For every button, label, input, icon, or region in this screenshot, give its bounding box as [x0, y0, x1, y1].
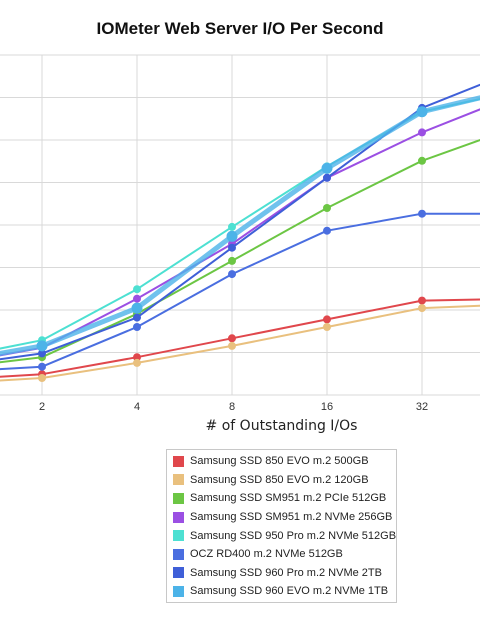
data-point: [133, 358, 141, 367]
data-point: [133, 313, 141, 322]
x-tick-label: 8: [229, 401, 235, 413]
x-tick-label: 16: [321, 401, 333, 413]
x-tick-label: 4: [134, 401, 140, 413]
data-point: [226, 230, 238, 242]
legend-label: Samsung SSD 850 EVO m.2 120GB: [190, 473, 369, 486]
legend-swatch: [173, 455, 184, 467]
data-point: [228, 341, 236, 350]
data-point: [418, 304, 426, 313]
data-point: [38, 374, 46, 382]
series-1: [0, 304, 480, 382]
legend-item: Samsung SSD 950 Pro m.2 NVMe 512GB: [167, 526, 396, 545]
legend-swatch: [173, 548, 184, 560]
x-tick-labels: 2 4 8 16 32: [39, 401, 428, 413]
data-point: [228, 256, 236, 265]
data-point: [418, 209, 426, 218]
legend-swatch: [173, 511, 184, 523]
data-point: [133, 285, 141, 294]
series-0: [0, 296, 480, 379]
data-point: [321, 162, 333, 174]
legend-swatch: [173, 567, 184, 579]
legend-label: OCZ RD400 m.2 NVMe 512GB: [190, 548, 343, 561]
legend-item: Samsung SSD 960 Pro m.2 NVMe 2TB: [167, 564, 396, 583]
legend-swatch: [173, 474, 184, 486]
x-tick-label: 32: [416, 401, 428, 413]
series-line: [0, 95, 480, 356]
legend-label: Samsung SSD 850 EVO m.2 500GB: [190, 455, 369, 468]
legend-item: Samsung SSD 850 EVO m.2 120GB: [167, 471, 396, 490]
legend-label: Samsung SSD SM951 m.2 NVMe 256GB: [190, 511, 393, 524]
data-point: [131, 302, 143, 314]
data-point: [133, 353, 141, 362]
legend-item: Samsung SSD SM951 m.2 NVMe 256GB: [167, 508, 396, 527]
series-6: [0, 83, 480, 361]
data-point: [418, 296, 426, 305]
legend-swatch: [173, 585, 184, 597]
x-axis-label: # of Outstanding I/Os: [205, 418, 358, 434]
data-point: [228, 222, 236, 231]
data-point: [228, 270, 236, 279]
data-point: [416, 106, 428, 118]
data-point: [323, 173, 331, 182]
legend-swatch: [173, 492, 184, 504]
data-point: [418, 128, 426, 137]
legend-item: Samsung SSD SM951 m.2 PCIe 512GB: [167, 489, 396, 508]
series-group: [0, 83, 480, 382]
legend-item: OCZ RD400 m.2 NVMe 512GB: [167, 545, 396, 564]
chart-title: IOMeter Web Server I/O Per Second: [96, 19, 384, 38]
x-tick-label: 2: [39, 401, 45, 413]
data-point: [38, 349, 46, 358]
data-point: [323, 204, 331, 212]
legend-label: Samsung SSD SM951 m.2 PCIe 512GB: [190, 492, 387, 505]
legend: Samsung SSD 850 EVO m.2 500GB Samsung SSD…: [166, 449, 397, 603]
data-point: [323, 315, 331, 324]
legend-label: Samsung SSD 960 Pro m.2 NVMe 2TB: [190, 566, 382, 579]
data-point: [228, 243, 236, 252]
legend-label: Samsung SSD 950 Pro m.2 NVMe 512GB: [190, 529, 397, 542]
data-point: [323, 323, 331, 331]
legend-label: Samsung SSD 960 EVO m.2 NVMe 1TB: [190, 585, 389, 598]
data-point: [323, 226, 331, 235]
data-point: [418, 156, 426, 165]
grid: [0, 54, 480, 396]
data-point: [133, 294, 141, 303]
data-point: [133, 323, 141, 331]
series-line: [0, 83, 480, 361]
series-5: [0, 209, 480, 371]
data-point: [228, 334, 236, 343]
legend-item: Samsung SSD 850 EVO m.2 500GB: [167, 452, 396, 471]
series-7: [0, 95, 480, 356]
legend-item: Samsung SSD 960 EVO m.2 NVMe 1TB: [167, 582, 396, 601]
data-point: [38, 362, 46, 371]
legend-swatch: [173, 530, 184, 542]
data-point: [36, 340, 48, 352]
